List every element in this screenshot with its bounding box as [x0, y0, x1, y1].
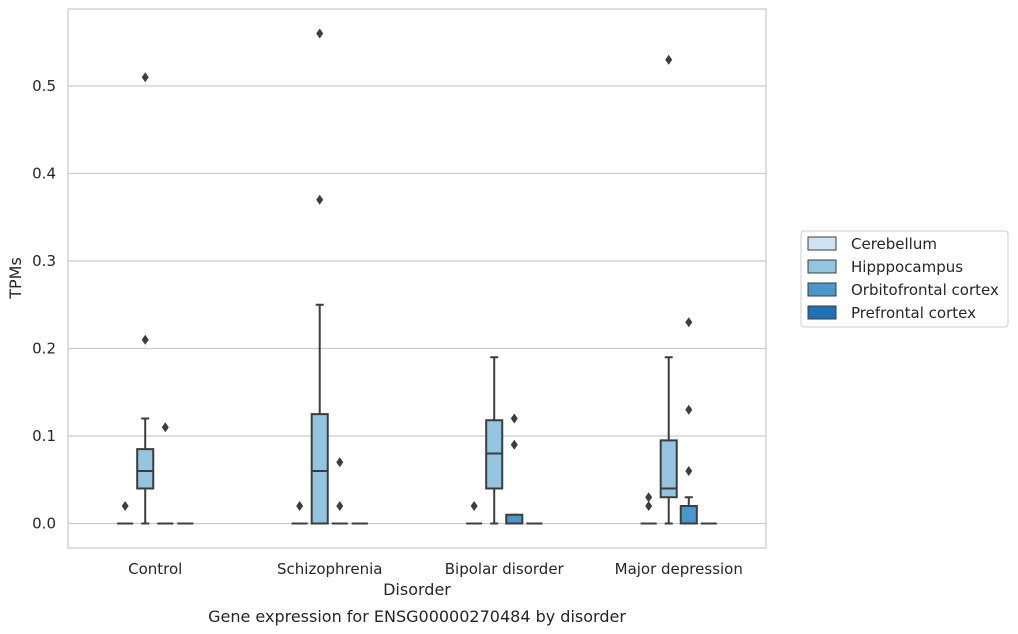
- legend-swatch: [807, 259, 837, 274]
- x-tick-label: Major depression: [615, 560, 743, 578]
- box-hipppocampus: [485, 356, 504, 525]
- outlier-point: [645, 492, 653, 503]
- y-tick-label: 0.5: [32, 77, 56, 95]
- outlier-point: [685, 404, 693, 415]
- box-iqr: [310, 413, 329, 525]
- outlier-point: [336, 501, 344, 511]
- legend-label: Orbitofrontal cortex: [851, 281, 999, 299]
- box-iqr: [679, 505, 698, 525]
- outlier-point: [161, 422, 169, 433]
- legend-frame: [800, 230, 1009, 328]
- legend-swatch: [807, 236, 837, 251]
- box-cerebellum: [291, 501, 308, 525]
- outlier-point: [510, 439, 518, 450]
- outlier-point: [665, 54, 673, 65]
- box-iqr: [136, 448, 155, 490]
- outlier-point: [141, 334, 149, 345]
- box-orbitofrontal-cortex: [157, 422, 174, 525]
- outlier-point: [510, 413, 518, 424]
- box-orbitofrontal-cortex: [679, 317, 698, 525]
- box-orbitofrontal-cortex: [505, 413, 524, 525]
- outlier-point: [296, 501, 304, 511]
- box-cerebellum: [117, 501, 134, 525]
- legend-label: Cerebellum: [851, 235, 937, 253]
- legend-label: Prefrontal cortex: [851, 304, 976, 322]
- x-axis-ticks: Control Schizophrenia Bipolar disorder Majo…: [128, 560, 743, 578]
- chart-caption: Gene expression for ENSG00000270484 by d…: [208, 607, 626, 626]
- outlier-point: [121, 501, 129, 511]
- outlier-point: [316, 194, 324, 205]
- y-axis-ticks: 0.0 0.1 0.2 0.3 0.4 0.5: [32, 77, 56, 533]
- y-tick-label: 0.0: [32, 515, 56, 533]
- x-tick-label: Control: [128, 560, 182, 578]
- legend: Cerebellum Hipppocampus Orbitofrontal cort…: [800, 230, 1009, 328]
- x-axis-title: Disorder: [383, 580, 451, 599]
- box-cerebellum: [466, 501, 483, 525]
- box-orbitofrontal-cortex: [331, 457, 348, 525]
- plot-area-frame: [67, 8, 767, 549]
- outlier-point: [141, 72, 149, 83]
- legend-swatch: [807, 305, 837, 320]
- box-iqr: [659, 439, 678, 499]
- outlier-point: [645, 501, 653, 511]
- outlier-point: [470, 501, 478, 511]
- outlier-point: [685, 466, 693, 476]
- y-tick-label: 0.1: [32, 427, 56, 445]
- box-hipppocampus: [136, 72, 155, 525]
- x-tick-label: Bipolar disorder: [445, 560, 565, 578]
- x-tick-label: Schizophrenia: [277, 560, 382, 578]
- y-axis-title: TPMs: [6, 257, 25, 300]
- box-hipppocampus: [659, 54, 678, 525]
- outlier-point: [316, 28, 324, 39]
- legend-swatch: [807, 282, 837, 297]
- y-tick-label: 0.3: [32, 252, 56, 270]
- y-tick-label: 0.2: [32, 340, 56, 358]
- box-iqr: [505, 513, 524, 525]
- box-hipppocampus: [310, 28, 329, 525]
- box-cerebellum: [640, 492, 657, 525]
- outlier-point: [685, 317, 693, 328]
- y-tick-label: 0.4: [32, 165, 56, 183]
- legend-label: Hipppocampus: [851, 258, 963, 276]
- outlier-point: [336, 457, 344, 468]
- box-plot-marks: [117, 28, 717, 525]
